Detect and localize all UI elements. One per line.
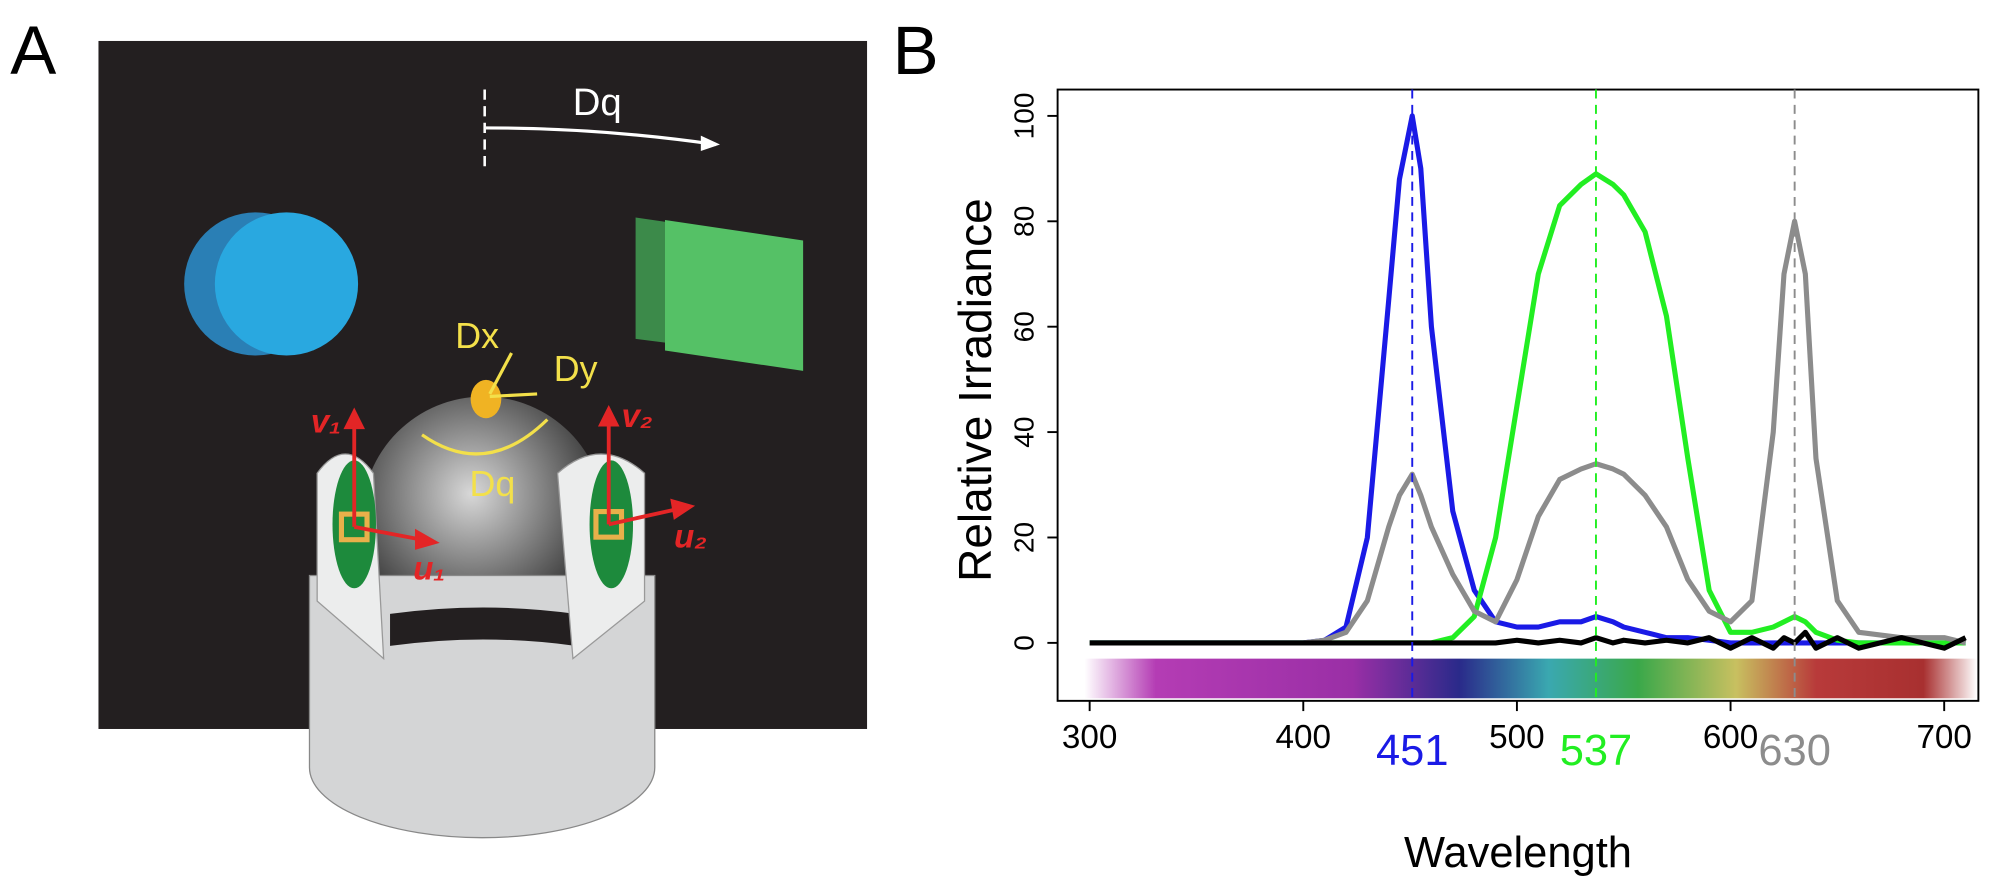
fly [470, 379, 502, 419]
rotation-label: Dq [573, 81, 622, 124]
axis-label: u₁ [413, 550, 445, 587]
axis-label: u₂ [674, 518, 707, 555]
spectrum-bar [1084, 658, 1978, 699]
arrow-head [700, 135, 720, 151]
y-tick-label: 60 [1008, 311, 1039, 342]
panel-label: A [10, 11, 56, 89]
rotation-label: Dq [469, 464, 515, 504]
plot-frame [1056, 88, 1980, 702]
y-tick-label: 20 [1008, 522, 1039, 553]
peak-label: 451 [1376, 727, 1449, 775]
y-tick-label: 100 [1008, 92, 1039, 139]
chart: 300 400 500 600 700 0 20 40 60 80 100 Wavelength Rel… [949, 88, 1980, 877]
series-line [1089, 629, 1967, 651]
green-target [665, 219, 804, 371]
axis-label: v₁ [311, 403, 341, 440]
x-tick-label: 500 [1489, 719, 1544, 756]
x-tick-label: 300 [1062, 719, 1117, 756]
x-tick-label: 600 [1703, 719, 1758, 756]
holder-slot [390, 607, 576, 646]
y-tick-label: 40 [1008, 416, 1039, 447]
x-tick-label: 400 [1276, 719, 1331, 756]
peak-label: 537 [1560, 727, 1633, 775]
x-axis-label: Wavelength [1404, 829, 1632, 877]
y-axis-label: Relative Irradiance [949, 198, 1001, 582]
peak-label: 630 [1758, 727, 1831, 775]
sensor-axes [343, 404, 696, 550]
rotation-arrow [485, 126, 717, 147]
y-tick-label: 0 [1008, 635, 1039, 651]
axis-label: v₂ [622, 398, 653, 435]
y-tick-label: 80 [1008, 206, 1039, 237]
panel-label: B [893, 11, 939, 89]
series-line [1089, 218, 1967, 646]
dy-label: Dy [554, 349, 598, 389]
blue-target [214, 212, 359, 356]
dx-label: Dx [455, 316, 499, 356]
x-tick-label: 700 [1916, 719, 1971, 756]
fly-arrows [421, 352, 549, 456]
